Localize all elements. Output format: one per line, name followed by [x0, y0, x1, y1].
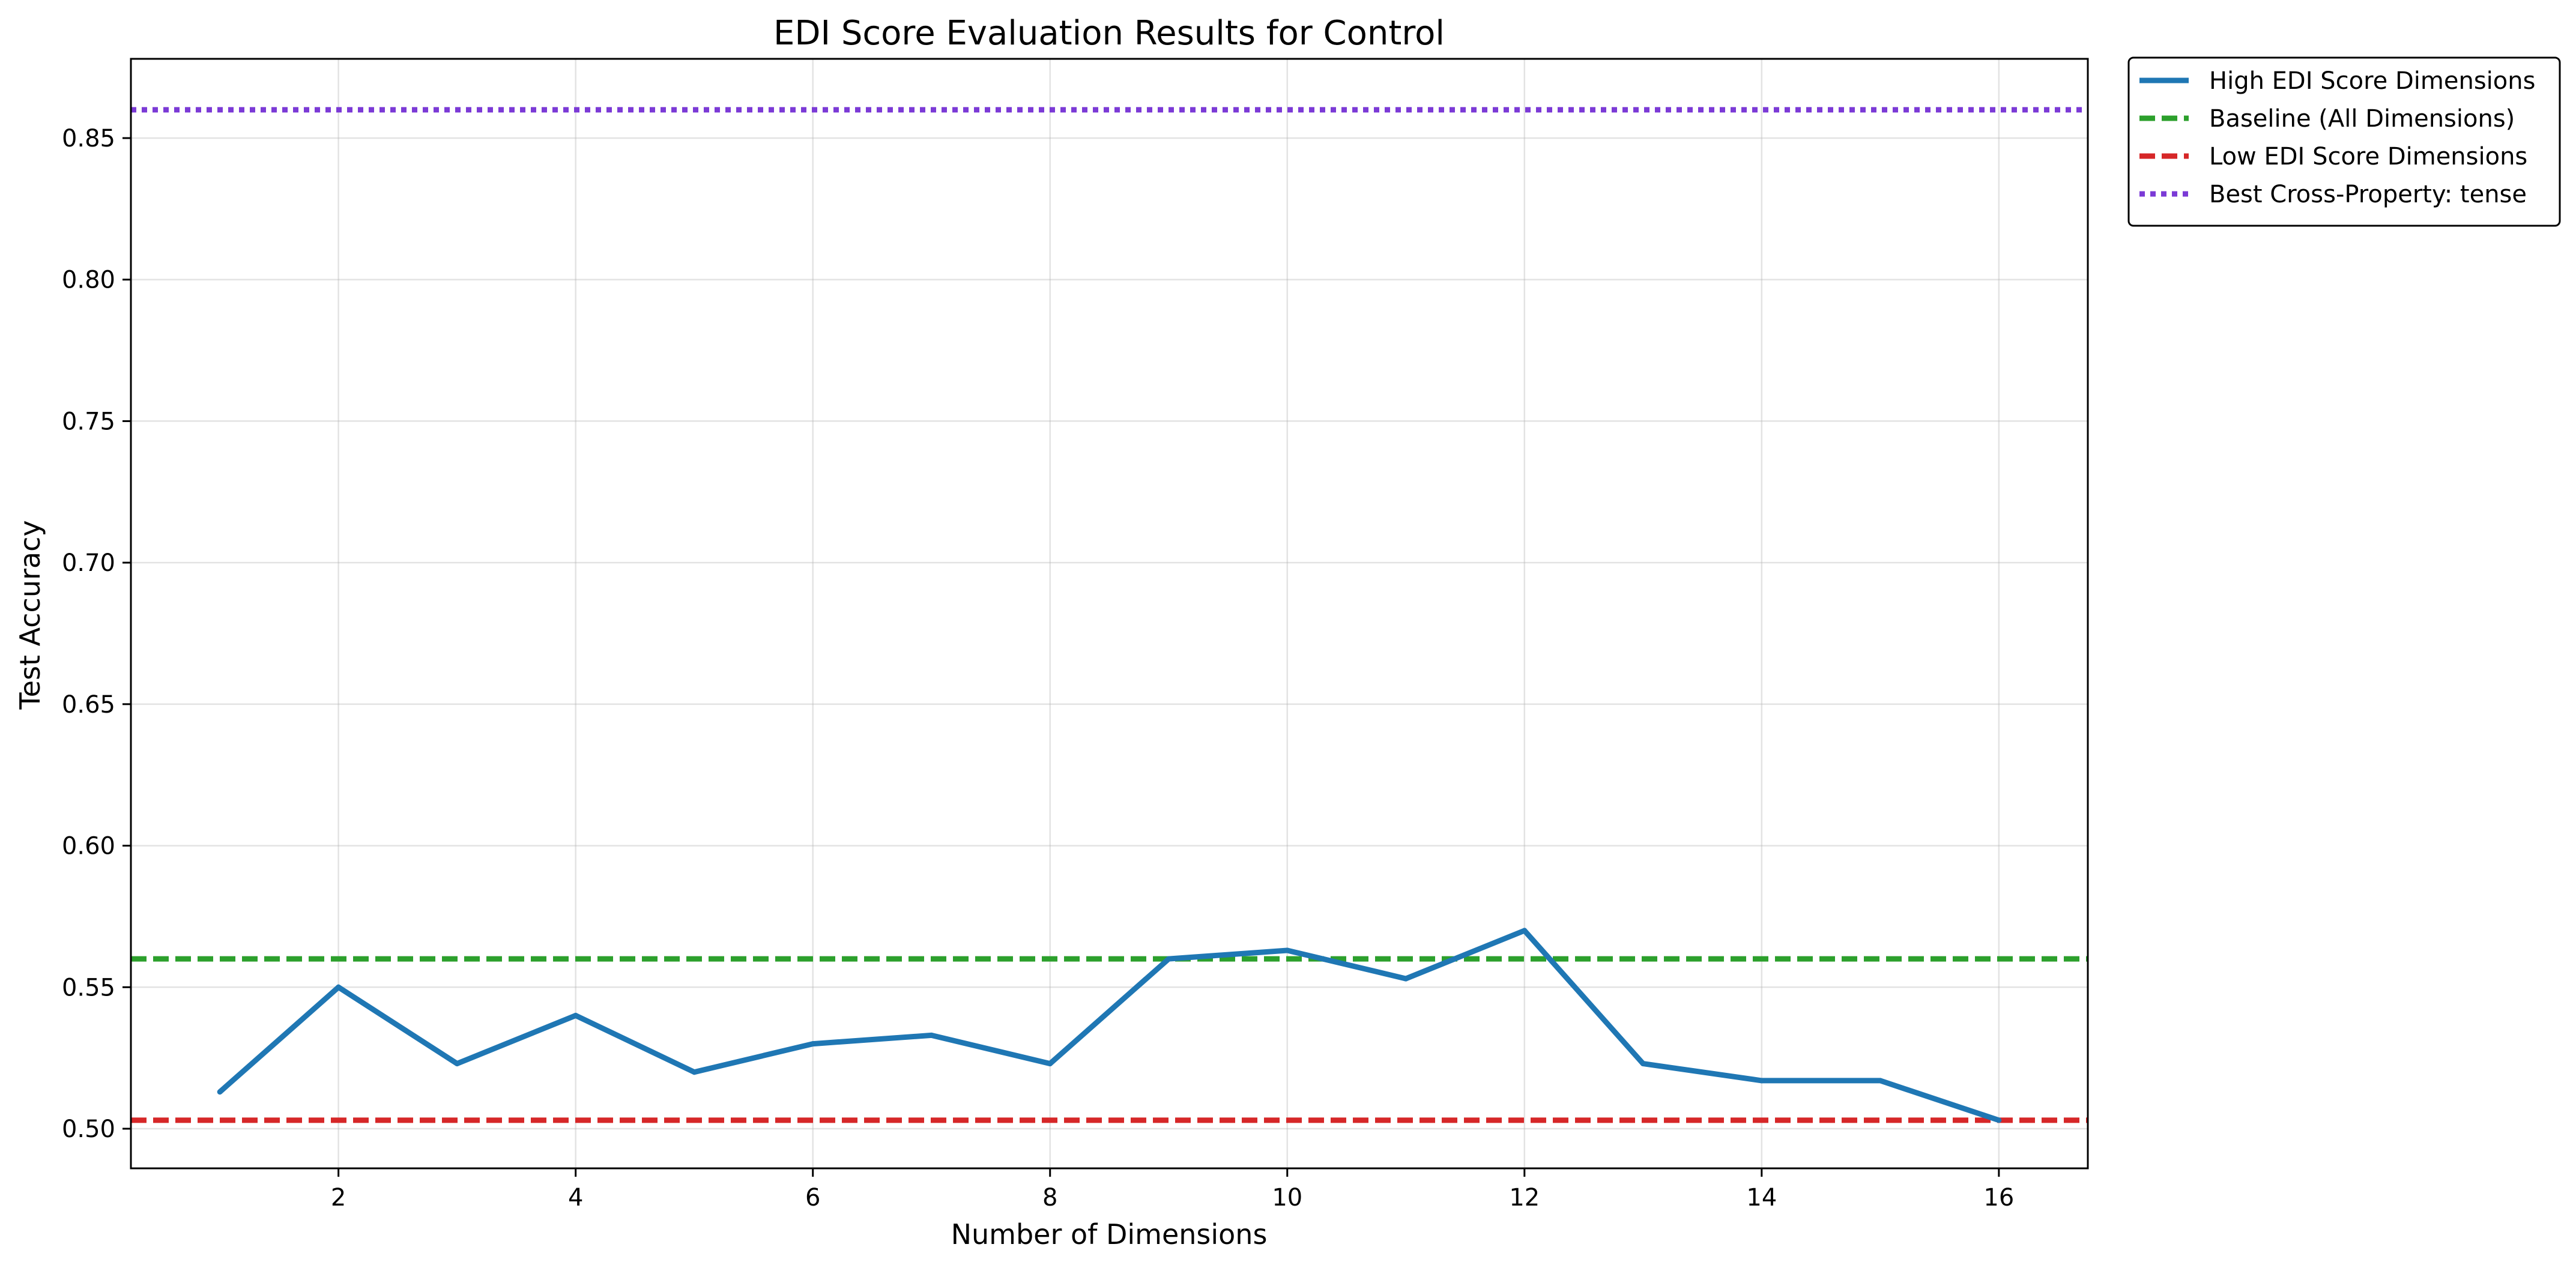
- data-point: [1403, 976, 1409, 982]
- y-axis-label: Test Accuracy: [14, 520, 46, 710]
- y-tick-label: 0.85: [62, 125, 115, 152]
- x-tick-label: 2: [331, 1184, 346, 1212]
- data-point: [1640, 1061, 1646, 1067]
- x-tick-label: 4: [568, 1184, 583, 1212]
- gridlines: [131, 59, 2088, 1168]
- reference-lines: [131, 107, 2088, 1123]
- x-tick-label: 10: [1272, 1184, 1302, 1212]
- y-tick-label: 0.80: [62, 267, 115, 294]
- legend: High EDI Score Dimensions Baseline (All D…: [2127, 56, 2561, 227]
- y-tick-label: 0.65: [62, 691, 115, 719]
- data-point: [810, 1041, 816, 1047]
- legend-label: Baseline (All Dimensions): [2209, 105, 2515, 133]
- data-point: [1166, 956, 1172, 962]
- legend-label: High EDI Score Dimensions: [2209, 67, 2535, 95]
- x-tick-label: 12: [1509, 1184, 1540, 1212]
- x-tick-label: 14: [1746, 1184, 1777, 1212]
- data-point: [336, 984, 342, 990]
- x-tick-label: 6: [805, 1184, 820, 1212]
- x-tick-label: 8: [1042, 1184, 1057, 1212]
- data-point: [1877, 1078, 1883, 1084]
- data-point: [1522, 928, 1528, 934]
- legend-box: [2127, 56, 2561, 227]
- data-point: [928, 1032, 934, 1038]
- series-line: [218, 928, 2000, 1123]
- y-tick-label: 0.50: [62, 1116, 115, 1143]
- x-tick-label: 16: [1983, 1184, 2014, 1212]
- series: [217, 928, 2002, 1123]
- data-point: [1284, 947, 1290, 953]
- y-tick-label: 0.70: [62, 549, 115, 577]
- data-point: [1759, 1078, 1765, 1084]
- data-point: [454, 1061, 460, 1067]
- y-tick-label: 0.75: [62, 408, 115, 435]
- data-point: [1047, 1061, 1053, 1067]
- x-axis-label: Number of Dimensions: [951, 1218, 1268, 1251]
- data-point: [573, 1012, 579, 1018]
- data-point: [217, 1089, 223, 1095]
- chart-title: EDI Score Evaluation Results for Control: [773, 14, 1445, 53]
- legend-label: Best Cross-Property: tense: [2209, 181, 2527, 208]
- y-tick-label: 0.60: [62, 833, 115, 860]
- legend-label: Low EDI Score Dimensions: [2209, 143, 2527, 171]
- plot-frame: [130, 58, 2089, 1170]
- y-tick-label: 0.55: [62, 974, 115, 1001]
- data-point: [691, 1069, 697, 1075]
- data-point: [1996, 1117, 2002, 1123]
- axis-ticks: 2 4 6 8 10 12 14 16 0.50 0.55 0.60 0.65 0.70 0.75 0.80…: [62, 125, 2014, 1212]
